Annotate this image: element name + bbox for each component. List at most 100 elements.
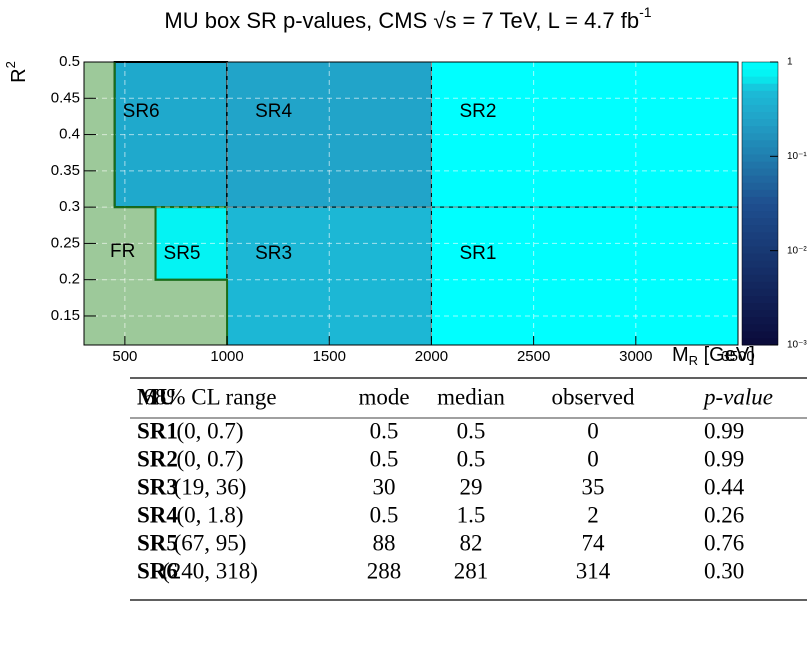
plot: SR6 SR4 SR2 SR5 SR3 SR1 FR 500 1000 1500 2000 2500 3…: [51, 53, 807, 365]
colorbar-band: [742, 125, 778, 134]
table-cell: 0.99: [704, 446, 744, 471]
table-cell: 314: [576, 558, 611, 583]
table-cell: (0, 0.7): [176, 446, 243, 471]
table-cell: (0, 0.7): [176, 418, 243, 443]
colorbar-band: [742, 90, 778, 98]
y-tick-label: 0.4: [59, 126, 80, 143]
y-tick-label: 0.3: [59, 198, 80, 215]
x-tick-label: 3000: [619, 348, 652, 365]
table-cell: 82: [460, 530, 483, 555]
x-tick-label: 2500: [517, 348, 550, 365]
fit-region-box: [84, 279, 228, 345]
table-header: 68% CL range: [143, 384, 276, 409]
colorbar-band: [742, 337, 778, 346]
colorbar-band: [742, 316, 778, 325]
region-label: SR1: [459, 243, 496, 264]
table-cell: SR5: [137, 530, 178, 555]
table-cell: (240, 318): [162, 558, 258, 583]
table-cell: 35: [582, 474, 605, 499]
table-cell: (0, 1.8): [176, 502, 243, 527]
colorbar-band: [742, 62, 778, 70]
colorbar-band: [742, 139, 778, 148]
y-tick-label: 0.15: [51, 307, 80, 324]
table-cell: 0.5: [457, 418, 486, 443]
x-tick-label: 2000: [415, 348, 448, 365]
table-cell: (19, 36): [174, 474, 247, 499]
colorbar-band: [742, 182, 778, 190]
region-label: SR6: [123, 101, 160, 122]
x-tick-label: 3500: [721, 348, 754, 365]
table-cell: (67, 95): [174, 530, 247, 555]
colorbar-band: [742, 281, 778, 289]
signal-region: [430, 206, 739, 346]
colorbar-band: [742, 210, 778, 219]
title-superscript: -1: [639, 4, 652, 20]
colorbar-band: [742, 238, 778, 247]
colorbar-band: [742, 76, 778, 84]
y-tick-label: 0.25: [51, 234, 80, 251]
y-label-main: R: [8, 68, 30, 82]
table-cell: 1.5: [457, 502, 486, 527]
chart-title: MU box SR p-values, CMS √s = 7 TeV, L = …: [164, 4, 651, 33]
table-header: median: [437, 384, 505, 409]
colorbar-band: [742, 231, 778, 240]
table-header: mode: [358, 384, 409, 409]
x-tick-label: 1000: [210, 348, 243, 365]
table-cell: SR1: [137, 418, 178, 443]
colorbar-band: [742, 161, 778, 169]
colorbar-band: [742, 323, 778, 332]
table-cell: 74: [582, 530, 606, 555]
colorbar-band: [742, 309, 778, 318]
region-label: SR2: [459, 101, 496, 122]
table-cell: SR6: [137, 558, 178, 583]
colorbar-band: [742, 196, 778, 204]
table-cell: 0.44: [704, 474, 745, 499]
region-label: SR5: [164, 243, 201, 264]
colorbar-band: [742, 288, 778, 296]
colorbar-tick-label: 10⁻²: [787, 245, 807, 256]
colorbar-band: [742, 274, 778, 282]
colorbar-band: [742, 146, 778, 155]
table-cell: 281: [454, 558, 489, 583]
colorbar-band: [742, 69, 778, 77]
table-cell: SR2: [137, 446, 178, 471]
plot-frame: [83, 61, 739, 346]
table-cell: 0.5: [457, 446, 486, 471]
x-axis-label: MR [GeV]: [672, 344, 755, 368]
signal-region: [226, 206, 432, 346]
table-cell: 0.5: [370, 502, 399, 527]
table-cell: 0.30: [704, 558, 744, 583]
region-label: SR4: [255, 101, 292, 122]
colorbar-band: [742, 83, 778, 91]
colorbar-tick-label: 1: [787, 57, 793, 68]
x-label-rest: [GeV]: [698, 344, 755, 366]
y-axis-label: R2: [3, 61, 30, 83]
table-header: observed: [551, 384, 635, 409]
table-cell: 0.76: [704, 530, 744, 555]
colorbar-band: [742, 245, 778, 254]
colorbar-band: [742, 97, 778, 105]
title-text: MU box SR p-values, CMS √s = 7 TeV, L = …: [164, 8, 639, 33]
table-cell: 288: [367, 558, 402, 583]
table-cell: 0.5: [370, 418, 399, 443]
region-label: SR3: [255, 243, 292, 264]
colorbar-band: [742, 217, 778, 226]
table-cell: 29: [460, 474, 483, 499]
x-tick-label: 1500: [313, 348, 346, 365]
y-label-superscript: 2: [3, 61, 18, 68]
colorbar-band: [742, 153, 778, 162]
x-label-main: M: [672, 344, 689, 366]
table-header: MU: [137, 384, 176, 409]
colorbar-band: [742, 189, 778, 197]
colorbar-band: [742, 104, 778, 113]
table-cell: 0: [587, 418, 599, 443]
fit-region-border: [113, 62, 229, 345]
y-tick-label: 0.35: [51, 162, 80, 179]
table-cell: 0: [587, 446, 599, 471]
colorbar-band: [742, 132, 778, 141]
colorbar-band: [742, 267, 778, 275]
table-cell: 30: [373, 474, 396, 499]
